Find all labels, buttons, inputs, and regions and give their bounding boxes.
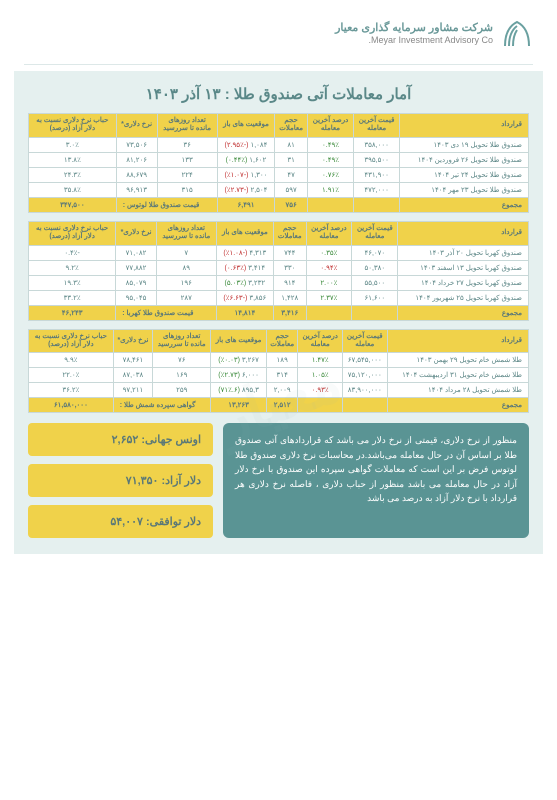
col-usdSpread: حباب نرخ دلاری نسبت بهدلار آزاد (درصد)	[29, 114, 117, 138]
gold-fund-table: قراردادقیمت آخرینمعاملهدرصد آخرینمعاملهح…	[28, 113, 529, 213]
col-contract: قرارداد	[398, 221, 529, 245]
col-openPos: موقعیت های باز	[211, 329, 267, 353]
summary-box: دلار توافقی: ۵۴,۰۰۷	[28, 505, 213, 538]
col-contract: قرارداد	[400, 114, 529, 138]
footer-row: منظور از نرخ دلاری، قیمتی از نرخ دلار می…	[28, 423, 529, 538]
col-volume: حجممعاملات	[274, 221, 307, 245]
col-lastPct: درصد آخرینمعامله	[306, 221, 352, 245]
company-name-fa: شرکت مشاور سرمایه گذاری معیار	[335, 22, 493, 35]
col-usdSpread: حباب نرخ دلاری نسبت بهدلار آزاد (درصد)	[29, 221, 116, 245]
main-panel: آمار معاملات آتی صندوق طلا : ۱۳ آذر ۱۴۰۳…	[14, 71, 543, 554]
side-boxes: اونس جهانی: ٢,۶۵٢ دلار آزاد: ۷۱,۳۵۰ دلار ت…	[28, 423, 213, 538]
col-lastPct: درصد آخرینمعامله	[298, 329, 342, 353]
table-row: طلا شمش خام تحویل ۳۱ اردیبهشت ۱۴۰۴۷۵,۱۲۰…	[29, 368, 529, 383]
gold-bar-table: قراردادقیمت آخرینمعاملهدرصد آخرینمعاملهح…	[28, 329, 529, 414]
col-daysLeft: تعداد روزهایمانده تا سررسید	[157, 114, 217, 138]
table-row: صندوق کهربا تحویل ۱۳ اسفند ۱۴۰۳۵۰,۳۸۰۰.۹…	[29, 260, 529, 275]
company-name-en: Meyar Investment Advisory Co.	[335, 35, 493, 46]
col-lastPrice: قیمت آخرینمعامله	[352, 221, 398, 245]
col-volume: حجممعاملات	[275, 114, 308, 138]
kahroba-fund-table: قراردادقیمت آخرینمعاملهدرصد آخرینمعاملهح…	[28, 221, 529, 321]
summary-box: اونس جهانی: ٢,۶۵٢	[28, 423, 213, 456]
divider	[24, 64, 533, 65]
col-usdRate: نرخ دلاری*	[116, 114, 157, 138]
table-row: صندوق طلا تحویل ۲۴ تیر ۱۴۰۴۴۳۱,۹۰۰۰.۷۶٪۴…	[29, 167, 529, 182]
col-usdRate: نرخ دلاری*	[113, 329, 152, 353]
table-row: صندوق طلا تحویل ۲۳ مهر ۱۴۰۴۴۷۲,۰۰۰۱.۹۱٪۵…	[29, 182, 529, 197]
table-row: صندوق کهربا تحویل ۲۷ خرداد ۱۴۰۴۵۵,۵۰۰۲.۰…	[29, 275, 529, 290]
sum-row: مجموع۷۵۶۶,۴۹۱قیمت صندوق طلا لوتوس :۳۴۷,۵…	[29, 197, 529, 212]
col-daysLeft: تعداد روزهایمانده تا سررسید	[156, 221, 216, 245]
logo-icon	[501, 18, 533, 50]
col-usdRate: نرخ دلاری*	[116, 221, 157, 245]
col-contract: قرارداد	[387, 329, 528, 353]
company-header: شرکت مشاور سرمایه گذاری معیار Meyar Inve…	[0, 0, 557, 60]
col-volume: حجممعاملات	[266, 329, 298, 353]
note-box: منظور از نرخ دلاری، قیمتی از نرخ دلار می…	[223, 423, 529, 538]
col-lastPrice: قیمت آخرینمعامله	[342, 329, 387, 353]
col-daysLeft: تعداد روزهایمانده تا سررسید	[153, 329, 211, 353]
table-row: طلا شمش خام تحویل ۲۹ بهمن ۱۴۰۳۶۷,۵۴۵,۰۰۰…	[29, 353, 529, 368]
col-lastPct: درصد آخرینمعامله	[307, 114, 353, 138]
table-row: صندوق طلا تحویل ۲۶ فروردین ۱۴۰۴۳۹۵,۵۰۰۰.…	[29, 152, 529, 167]
page-title: آمار معاملات آتی صندوق طلا : ۱۳ آذر ۱۴۰۳	[28, 85, 529, 103]
col-usdSpread: حباب نرخ دلاری نسبت بهدلار آزاد (درصد)	[29, 329, 114, 353]
sum-row: مجموع۳,۴۱۶۱۴,۸۱۴قیمت صندوق طلا کهربا :۴۶…	[29, 305, 529, 320]
table-row: صندوق طلا تحویل ۱۹ دی ۱۴۰۳۳۵۸,۰۰۰۰.۴۹٪۸۱…	[29, 137, 529, 152]
col-openPos: موقعیت های باز	[216, 221, 273, 245]
col-openPos: موقعیت های باز	[217, 114, 275, 138]
summary-box: دلار آزاد: ۷۱,۳۵۰	[28, 464, 213, 497]
table-row: طلا شمش تحویل ۲۸ مرداد ۱۴۰۴۸۳,۹۰۰,۰۰۰۰.۹…	[29, 383, 529, 398]
sum-row: مجموع۲,۵۱۲۱۳,۲۶۳گواهی سپرده شمش طلا :۶۱,…	[29, 398, 529, 413]
col-lastPrice: قیمت آخرینمعامله	[353, 114, 399, 138]
table-row: صندوق کهربا تحویل ۲۰ آذر ۱۴۰۳۴۶,۰۷۰۰.۳۵٪…	[29, 245, 529, 260]
table-row: صندوق کهربا تحویل ۲۵ شهریور ۱۴۰۴۶۱,۶۰۰۲.…	[29, 290, 529, 305]
